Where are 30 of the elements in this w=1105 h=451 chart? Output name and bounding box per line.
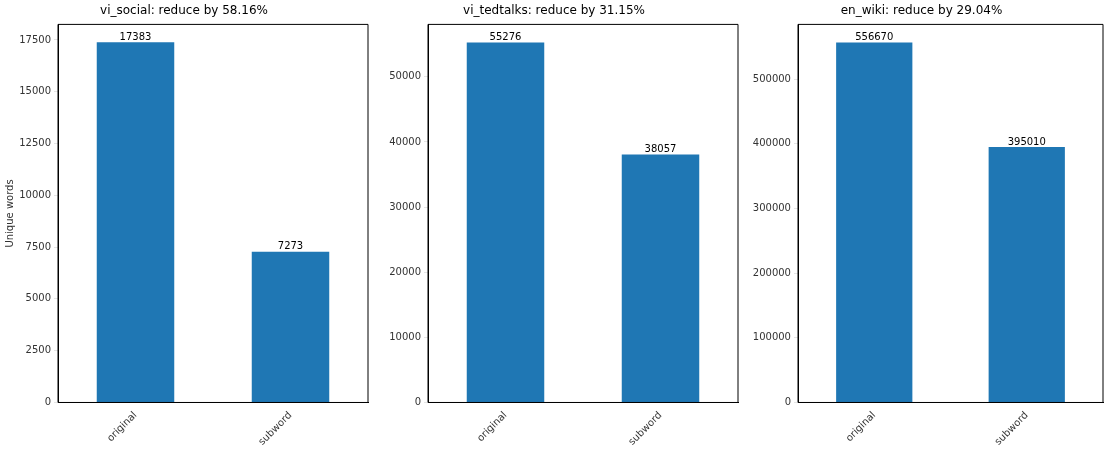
chart-title: vi_social: reduce by 58.16%	[100, 3, 268, 18]
data-label: 55276	[489, 31, 522, 42]
y-tick-label: 50000	[389, 70, 421, 82]
data-label: 395010	[1007, 135, 1046, 147]
y-tick-label: 5000	[25, 292, 51, 304]
y-tick-label: 100000	[752, 331, 791, 343]
y-tick-label: 10000	[389, 330, 421, 342]
y-tick-label: 12500	[19, 137, 51, 149]
y-tick-label: 0	[44, 396, 51, 408]
y-tick-label: 500000	[752, 72, 791, 84]
y-tick-label: 40000	[389, 135, 421, 147]
chart-title: en_wiki: reduce by 29.04%	[840, 3, 1003, 18]
y-tick-label: 10000	[19, 188, 51, 200]
y-axis-title: Unique words	[3, 179, 15, 248]
y-tick-label: 200000	[752, 266, 791, 278]
y-tick-label: 0	[414, 396, 421, 408]
y-tick-label: 300000	[752, 202, 791, 214]
chart-title: vi_tedtalks: reduce by 31.15%	[463, 3, 645, 18]
y-tick-label: 30000	[389, 200, 421, 212]
y-tick-label: 400000	[752, 137, 791, 149]
y-tick-label: 15000	[19, 85, 51, 97]
y-tick-label: 17500	[19, 33, 51, 45]
data-label: 556670	[855, 31, 894, 42]
y-tick-label: 7500	[25, 240, 51, 252]
y-tick-label: 0	[784, 396, 791, 408]
data-label: 7273	[277, 240, 304, 252]
y-tick-label: 20000	[389, 265, 421, 277]
data-label: 17383	[119, 30, 152, 42]
data-label: 38057	[644, 143, 677, 155]
y-tick-label: 2500	[25, 344, 51, 356]
